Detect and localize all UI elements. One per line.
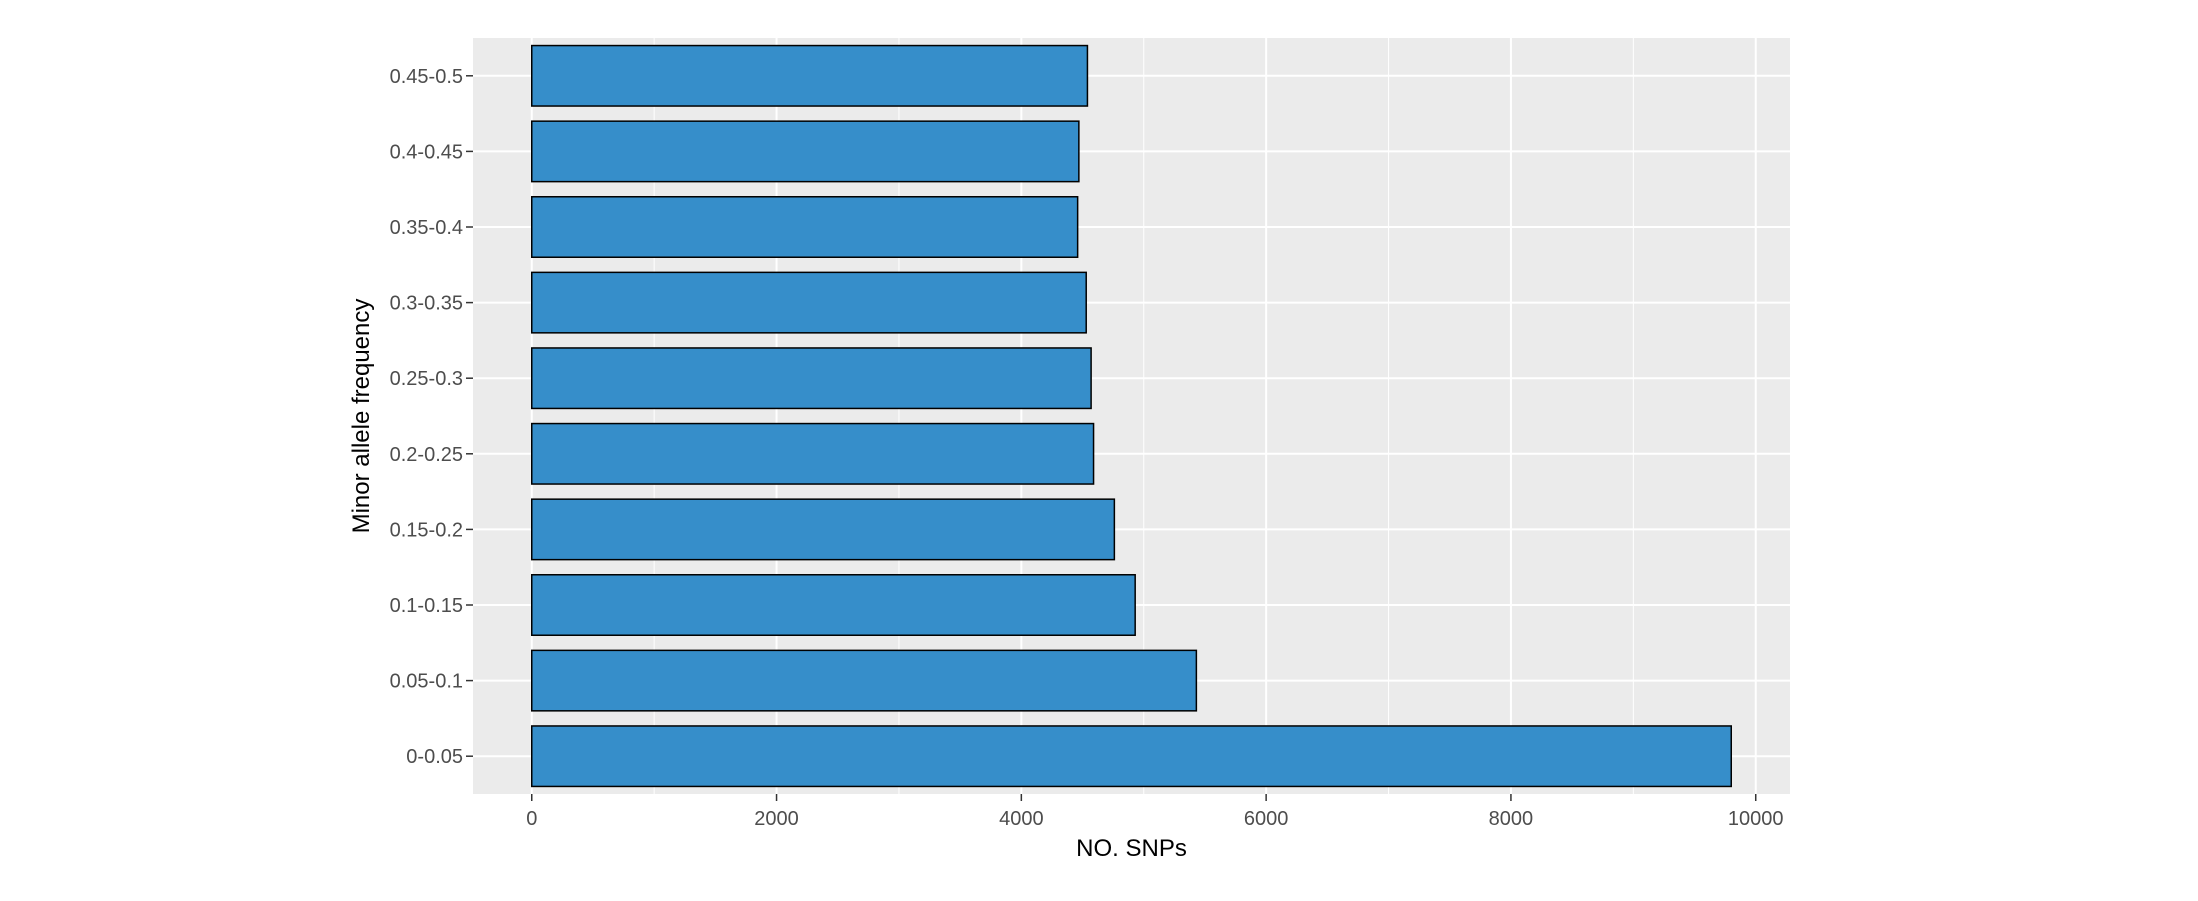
y-tick-label: 0.35-0.4: [390, 217, 463, 239]
x-tick-label: 4000: [999, 808, 1044, 830]
y-tick-label: 0-0.05: [406, 746, 463, 768]
y-tick-label: 0.05-0.1: [390, 671, 463, 693]
x-axis: 0 2000 4000 6000 8000 10000: [526, 794, 1784, 830]
y-tick-label: 0.25-0.3: [390, 368, 463, 390]
bar: [531, 498, 1116, 561]
x-tick-label: 10000: [1728, 808, 1784, 830]
x-axis-title: NO. SNPs: [1076, 835, 1187, 862]
x-tick-label: 6000: [1244, 808, 1289, 830]
bar: [531, 649, 1198, 712]
bar: [531, 725, 1732, 788]
bar: [531, 422, 1095, 485]
y-tick-label: 0.4-0.45: [390, 141, 463, 163]
y-axis: 0-0.05 0.05-0.1 0.1-0.15 0.15-0.2 0.2-0.25 0.…: [390, 66, 473, 768]
y-tick-label: 0.15-0.2: [390, 519, 463, 541]
bar: [531, 196, 1079, 258]
bar: [531, 44, 1089, 107]
x-tick-label: 8000: [1489, 808, 1534, 830]
bar: [531, 271, 1087, 334]
bar: [531, 120, 1080, 183]
bar: [531, 574, 1136, 636]
y-tick-label: 0.3-0.35: [390, 293, 463, 315]
y-tick-label: 0.1-0.15: [390, 595, 463, 617]
y-tick-label: 0.45-0.5: [390, 66, 463, 88]
x-tick-label: 2000: [754, 808, 799, 830]
y-axis-title: Minor allele frequency: [348, 299, 375, 534]
bars: [531, 44, 1732, 788]
x-tick-label: 0: [526, 808, 537, 830]
bar: [531, 347, 1092, 410]
y-tick-label: 0.2-0.25: [390, 444, 463, 466]
